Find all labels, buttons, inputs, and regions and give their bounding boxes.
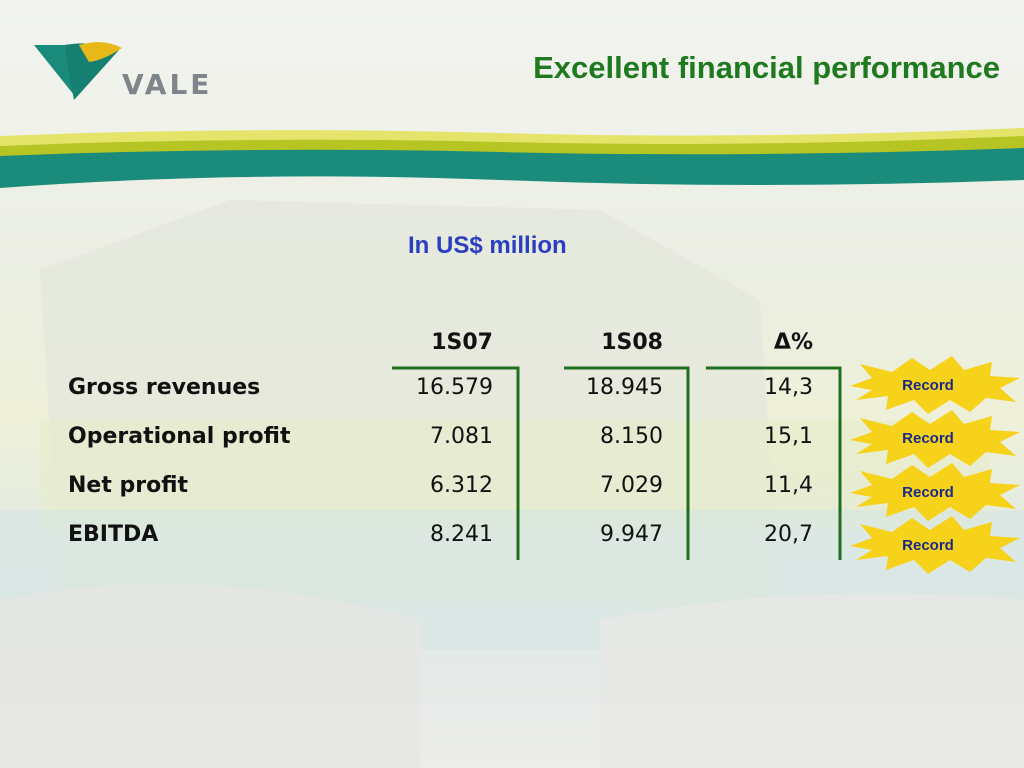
column-header-1s07: 1S07 (431, 330, 493, 355)
column-header-delta: Δ% (773, 330, 813, 355)
starburst-icon (850, 356, 1020, 414)
logo-text: VALE (122, 68, 213, 101)
cell-value: 6.312 (430, 473, 493, 498)
row-label-operational-profit: Operational profit (68, 424, 291, 449)
column-bracket-1s07 (392, 366, 520, 560)
starburst-icon (850, 463, 1020, 521)
starburst-icon (850, 410, 1020, 468)
row-label-net-profit: Net profit (68, 473, 189, 498)
page-title: Excellent financial performance (533, 50, 1000, 85)
row-label-gross-revenues: Gross revenues (68, 375, 261, 400)
cell-value: 8.241 (430, 522, 493, 547)
cell-value: 7.081 (430, 424, 493, 449)
record-badge: Record (902, 377, 954, 394)
cell-value: 11,4 (764, 473, 813, 498)
cell-value: 15,1 (764, 424, 813, 449)
cell-value: 9.947 (600, 522, 663, 547)
column-header-1s08: 1S08 (601, 330, 663, 355)
cell-value: 20,7 (764, 522, 813, 547)
cell-value: 14,3 (764, 375, 813, 400)
vale-logo-icon (34, 42, 122, 100)
cell-value: 16.579 (416, 375, 493, 400)
column-bracket-delta (706, 366, 842, 560)
column-bracket-1s08 (564, 366, 690, 560)
starburst-icon (850, 516, 1020, 574)
cell-value: 7.029 (600, 473, 663, 498)
record-badge: Record (902, 430, 954, 447)
cell-value: 8.150 (600, 424, 663, 449)
record-badge: Record (902, 537, 954, 554)
record-badge: Record (902, 484, 954, 501)
decorative-wave-stripes (0, 128, 1024, 188)
cell-value: 18.945 (586, 375, 663, 400)
row-label-ebitda: EBITDA (68, 522, 159, 547)
unit-label: In US$ million (408, 232, 567, 259)
